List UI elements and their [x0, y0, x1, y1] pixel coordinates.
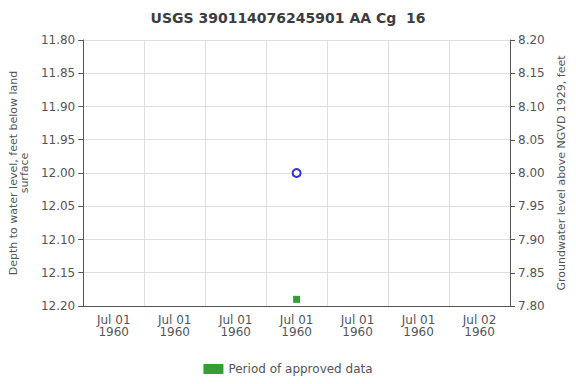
svg-text:7.80: 7.80 — [518, 299, 545, 313]
svg-text:1960: 1960 — [281, 325, 312, 339]
svg-text:Groundwater level above NGVD 1: Groundwater level above NGVD 1929, feet — [555, 55, 568, 291]
svg-text:12.10: 12.10 — [41, 233, 75, 247]
svg-text:Depth to water level, feet bel: Depth to water level, feet below land — [7, 70, 20, 276]
svg-text:12.15: 12.15 — [41, 266, 75, 280]
svg-text:Period of approved data: Period of approved data — [228, 362, 372, 376]
svg-text:8.15: 8.15 — [518, 66, 545, 80]
svg-text:11.95: 11.95 — [41, 133, 75, 147]
svg-text:Jul 01: Jul 01 — [218, 313, 253, 327]
svg-text:1960: 1960 — [159, 325, 190, 339]
svg-text:Jul 01: Jul 01 — [279, 313, 314, 327]
svg-text:Jul 01: Jul 01 — [97, 313, 131, 327]
svg-text:1960: 1960 — [464, 325, 495, 339]
svg-text:7.90: 7.90 — [518, 233, 545, 247]
svg-text:1960: 1960 — [98, 325, 129, 339]
svg-text:11.85: 11.85 — [41, 66, 75, 80]
svg-text:1960: 1960 — [342, 325, 373, 339]
svg-text:Jul 02: Jul 02 — [462, 313, 497, 327]
svg-text:1960: 1960 — [403, 325, 434, 339]
svg-text:8.10: 8.10 — [518, 100, 545, 114]
svg-text:7.85: 7.85 — [518, 266, 545, 280]
svg-text:USGS 390114076245901 AA Cg 16: USGS 390114076245901 AA Cg 16 — [151, 10, 426, 26]
svg-text:8.05: 8.05 — [518, 133, 545, 147]
svg-text:Jul 01: Jul 01 — [157, 313, 192, 327]
svg-text:Jul 01: Jul 01 — [401, 313, 436, 327]
svg-text:12.20: 12.20 — [41, 299, 75, 313]
svg-text:surface: surface — [18, 152, 31, 193]
svg-text:12.05: 12.05 — [41, 199, 75, 213]
svg-text:Jul 01: Jul 01 — [340, 313, 375, 327]
svg-text:11.80: 11.80 — [41, 33, 75, 47]
svg-text:7.95: 7.95 — [518, 199, 545, 213]
svg-text:1960: 1960 — [220, 325, 251, 339]
svg-text:8.00: 8.00 — [518, 166, 545, 180]
svg-text:8.20: 8.20 — [518, 33, 545, 47]
svg-text:11.90: 11.90 — [41, 100, 75, 114]
svg-text:12.00: 12.00 — [41, 166, 75, 180]
